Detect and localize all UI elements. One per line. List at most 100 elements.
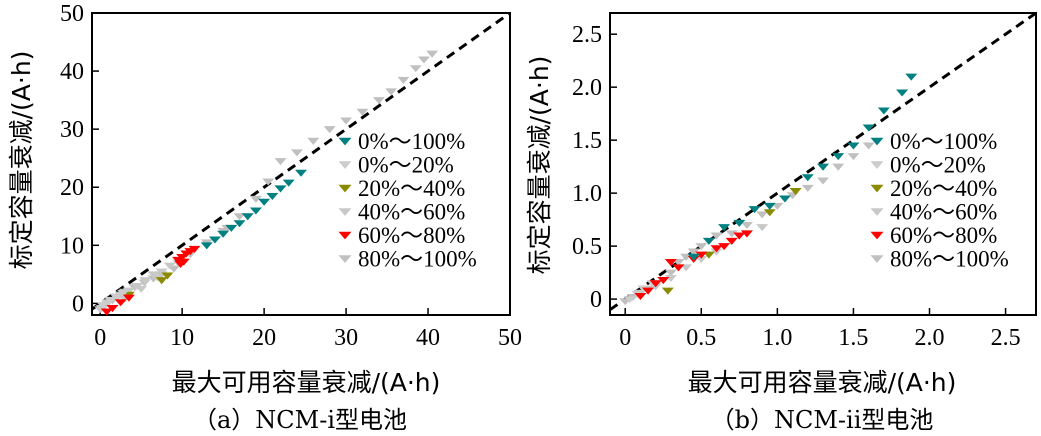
- panel-b-point: [680, 253, 693, 261]
- panel-a-point: [225, 224, 238, 232]
- panel-a-point: [266, 192, 279, 200]
- panel-b-y-axis-title: 标定容量衰减/(A·h): [525, 56, 554, 275]
- panel-a-point: [397, 76, 410, 84]
- panel-a-x-tick-label: 20: [252, 325, 276, 351]
- panel-b-point: [847, 153, 860, 161]
- panel-a-point: [258, 198, 271, 206]
- panel-b-y-tick-label: 0: [590, 287, 602, 313]
- panel-b-legend-marker: [870, 231, 884, 240]
- panel-b-point: [718, 224, 731, 232]
- panel-b-point: [756, 211, 769, 219]
- panel-a-y-tick-label: 40: [60, 59, 84, 85]
- panel-a-legend-marker: [338, 137, 352, 146]
- panel-b-x-tick-label: 0: [619, 325, 631, 351]
- panel-b-point: [877, 107, 890, 115]
- panel-b-x-tick-label: 0.5: [686, 325, 716, 351]
- panel-a-plot-area: 0 10 20 30 40 50 0 10 20 30 40 50 0%～100%0%～20%20%～4…: [60, 1, 522, 351]
- panel-a: 0 10 20 30 40 50 0 10 20 30 40 50 0%～100%0%～20%20%～4…: [7, 1, 522, 434]
- panel-a-point: [217, 230, 230, 238]
- panel-b-y-tick-label: 1.0: [572, 181, 602, 207]
- panel-b-point: [789, 188, 802, 196]
- panel-b-point: [695, 243, 708, 251]
- panel-a-legend-label: 0%～100%: [358, 129, 465, 154]
- panel-b-point: [702, 237, 715, 245]
- panel-b-legend-label: 80%～100%: [890, 247, 1009, 272]
- panel-a-point: [122, 287, 135, 295]
- panel-a-x-tick-label: 30: [334, 325, 358, 351]
- panel-b-legend-label: 20%～40%: [890, 176, 997, 201]
- panel-a-point: [385, 88, 398, 96]
- panel-a-point: [409, 65, 422, 73]
- panel-a-point: [249, 195, 262, 203]
- panel-a-legend-marker: [338, 231, 352, 240]
- panel-b-point: [695, 255, 708, 263]
- panel-a-point: [174, 260, 187, 268]
- panel-a-point: [117, 289, 130, 297]
- panel-a-point: [307, 137, 320, 145]
- panel-a-legend-marker: [338, 184, 352, 193]
- panel-b-point: [623, 296, 636, 304]
- panel-b-point: [672, 259, 685, 267]
- panel-b-point: [687, 253, 700, 261]
- panel-b-point: [702, 251, 715, 259]
- panel-a-legend-label: 20%～40%: [358, 176, 465, 201]
- panel-a-point: [417, 56, 430, 64]
- panel-b-point: [778, 195, 791, 203]
- panel-b-point: [695, 251, 708, 259]
- panel-b-point: [634, 292, 647, 300]
- panel-b-point: [862, 142, 875, 150]
- panel-a-caption: （a）NCM-i型电池: [193, 406, 407, 434]
- panel-b-point: [657, 277, 670, 285]
- panel-a-point: [155, 277, 168, 285]
- panel-b-caption: （b）NCM-ii型电池: [711, 406, 934, 434]
- panel-b-point: [725, 237, 738, 245]
- panel-a-legend-label: 40%～60%: [358, 200, 465, 225]
- panel-a-legend-label: 80%～100%: [358, 247, 477, 272]
- panel-a-point: [372, 97, 385, 105]
- panel-a-point: [135, 285, 148, 293]
- panel-a-point: [161, 272, 174, 280]
- panel-b-point: [710, 232, 723, 240]
- panel-b-x-tick-label: 1.5: [838, 325, 868, 351]
- panel-a-x-tick-label: 40: [416, 325, 440, 351]
- panel-a-reference-line: [91, 11, 511, 311]
- panel-a-point: [426, 50, 439, 58]
- panel-b-legend-label: 0%～100%: [890, 129, 997, 154]
- panel-b-point: [763, 202, 776, 210]
- panel-b-point: [733, 219, 746, 227]
- panel-b-point: [896, 89, 909, 97]
- panel-b-point: [725, 230, 738, 238]
- panel-a-y-tick-label: 10: [60, 233, 84, 259]
- panel-b-point: [832, 163, 845, 171]
- panel-b-point: [748, 206, 761, 214]
- panel-a-x-axis-title: 最大可用容量衰减/(A·h): [172, 368, 441, 397]
- panel-a-point: [155, 268, 168, 276]
- panel-a-point: [241, 213, 254, 221]
- panel-b-legend-marker: [870, 184, 884, 193]
- panel-b-point: [661, 287, 674, 295]
- panel-b-point: [664, 259, 677, 267]
- panel-b-x-tick-label: 1.0: [762, 325, 792, 351]
- panel-b-y-tick-label: 2.5: [572, 22, 602, 48]
- panel-a-y-axis-title: 标定容量衰减/(A·h): [7, 51, 36, 270]
- panel-b-point: [801, 184, 814, 192]
- panel-a-point: [114, 299, 127, 307]
- panel-a-point: [274, 185, 287, 193]
- panel-a-point: [100, 308, 113, 316]
- panel-a-x-tick-label: 0: [94, 325, 106, 351]
- panel-b-point: [817, 177, 829, 185]
- panel-a-point: [233, 213, 246, 221]
- panel-b-legend-marker: [870, 137, 884, 146]
- panel-b-point: [801, 174, 814, 182]
- panel-b: 0 0.5 1.0 1.5 2.0 2.5 0 0.5 1.0 1.5 2.0 2.5 0%～100%0…: [525, 11, 1037, 434]
- panel-a-point: [188, 245, 201, 253]
- panel-b-point: [687, 248, 700, 256]
- panel-b-y-tick-label: 1.5: [572, 128, 602, 154]
- panel-b-point: [680, 264, 693, 272]
- panel-b-legend-marker: [870, 208, 884, 216]
- panel-b-point: [771, 202, 784, 210]
- panel-a-point: [356, 108, 369, 116]
- panel-a-y-tick-label: 0: [72, 291, 84, 317]
- panel-b-legend-label: 0%～20%: [890, 153, 986, 178]
- panel-b-y-tick-label: 2.0: [572, 75, 602, 101]
